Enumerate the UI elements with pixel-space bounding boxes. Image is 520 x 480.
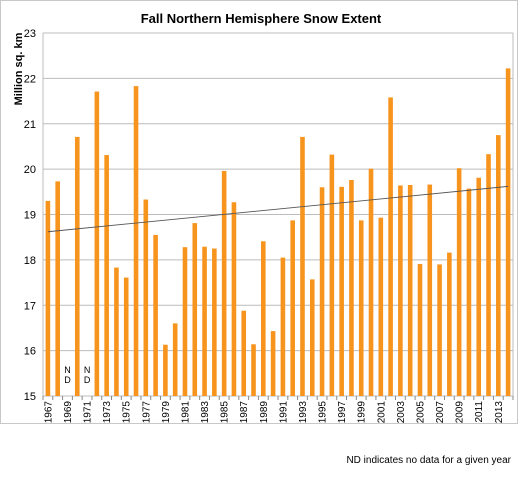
y-axis-ticks: 15 16 17 18 19 20 21 22 23 xyxy=(24,28,36,403)
bar-2000 xyxy=(368,168,374,396)
bar-2012 xyxy=(486,154,491,396)
x-tick-label: 1999 xyxy=(357,401,368,424)
x-tick-label: 1979 xyxy=(161,401,172,424)
bar-1999 xyxy=(358,220,364,396)
bar-2013 xyxy=(496,135,501,396)
bar-1985 xyxy=(221,170,227,396)
bar-2001 xyxy=(378,217,384,396)
bar-1983 xyxy=(202,246,207,396)
x-tick-label: 2009 xyxy=(455,401,466,424)
x-tick-label: 1997 xyxy=(337,401,348,424)
bar-2014 xyxy=(505,68,511,396)
bar-1975 xyxy=(123,277,129,396)
bar-1978 xyxy=(153,234,158,396)
bar-1967 xyxy=(45,200,51,396)
bar-1997 xyxy=(339,186,344,396)
chart-frame: Fall Northern Hemisphere Snow Extent Mil… xyxy=(0,0,518,424)
bar-2010 xyxy=(466,188,472,396)
y-tick-label: 20 xyxy=(24,164,36,176)
y-tick-label: 22 xyxy=(24,73,36,85)
bar-1973 xyxy=(104,155,109,396)
x-tick-label: 1985 xyxy=(220,401,231,424)
bar-1982 xyxy=(192,223,198,396)
bar-chart: Fall Northern Hemisphere Snow Extent Mil… xyxy=(13,11,514,424)
gridlines xyxy=(43,32,513,397)
y-tick-label: 17 xyxy=(24,300,36,312)
y-axis-label: Million sq. km xyxy=(13,32,25,105)
bar-1991 xyxy=(280,257,286,396)
bar-1989 xyxy=(261,241,266,396)
bar-1998 xyxy=(349,180,354,396)
bar-2006 xyxy=(427,184,433,396)
y-tick-label: 15 xyxy=(24,391,36,403)
x-tick-label: 1995 xyxy=(318,401,329,424)
bar-1976 xyxy=(133,86,139,397)
x-tick-label: 2001 xyxy=(376,401,387,424)
bars xyxy=(45,68,511,397)
bar-2011 xyxy=(476,177,482,396)
x-tick-label: 1993 xyxy=(298,401,309,424)
x-tick-label: 1967 xyxy=(43,401,54,424)
trendline-group xyxy=(47,185,509,233)
x-tick-label: 1987 xyxy=(239,401,250,424)
bar-1993 xyxy=(300,136,305,396)
x-tick-label: 2005 xyxy=(415,401,426,424)
trendline xyxy=(47,185,509,233)
x-tick-label: 1989 xyxy=(259,401,270,424)
bar-2002 xyxy=(388,97,393,397)
x-tick-label: 2007 xyxy=(435,401,446,424)
bar-2007 xyxy=(437,264,442,396)
y-tick-label: 23 xyxy=(24,28,36,40)
bar-1974 xyxy=(114,267,119,396)
bar-1981 xyxy=(182,247,188,396)
x-tick-label: 2013 xyxy=(494,401,505,424)
bar-1988 xyxy=(251,344,256,396)
bar-1968 xyxy=(55,181,60,396)
bar-1984 xyxy=(212,248,217,396)
bar-1996 xyxy=(329,154,335,396)
x-tick-label: 1983 xyxy=(200,401,211,424)
bar-1990 xyxy=(270,331,276,396)
no-data-label: D xyxy=(64,375,71,385)
bar-1992 xyxy=(290,220,295,396)
bar-2003 xyxy=(398,185,403,396)
bar-2008 xyxy=(447,252,452,396)
chart-title: Fall Northern Hemisphere Snow Extent xyxy=(141,11,382,26)
x-tick-label: 2011 xyxy=(474,401,485,423)
bar-1994 xyxy=(309,279,315,396)
bar-2009 xyxy=(456,168,462,396)
x-tick-label: 1973 xyxy=(102,401,113,424)
bar-1977 xyxy=(143,199,149,396)
no-data-label: N xyxy=(64,365,71,375)
x-tick-label: 1969 xyxy=(63,401,74,424)
bar-1970 xyxy=(74,136,80,396)
x-tick-label: 1991 xyxy=(278,401,289,424)
bar-2005 xyxy=(417,263,423,396)
x-tick-label: 1975 xyxy=(122,401,133,424)
bar-1980 xyxy=(172,323,178,396)
y-tick-label: 19 xyxy=(24,210,36,222)
no-data-label: N xyxy=(84,365,91,375)
x-tick-label: 1977 xyxy=(141,401,152,424)
footnote: ND indicates no data for a given year xyxy=(346,455,511,466)
x-tick-label: 2003 xyxy=(396,401,407,424)
bar-1987 xyxy=(241,310,247,396)
bar-1986 xyxy=(231,202,237,396)
y-tick-label: 16 xyxy=(24,346,36,358)
bar-2004 xyxy=(407,185,413,396)
bar-1995 xyxy=(319,187,325,396)
no-data-label: D xyxy=(84,375,91,385)
x-tick-label: 1981 xyxy=(180,401,191,424)
bar-1972 xyxy=(94,91,100,396)
x-tick-label: 1971 xyxy=(83,401,94,424)
y-tick-label: 18 xyxy=(24,255,36,267)
y-tick-label: 21 xyxy=(24,119,36,131)
bar-1979 xyxy=(163,344,168,396)
x-axis-ticks: 1967 1969 1971 1973 1975 1977 1979 1981 1983 1985… xyxy=(42,396,514,424)
